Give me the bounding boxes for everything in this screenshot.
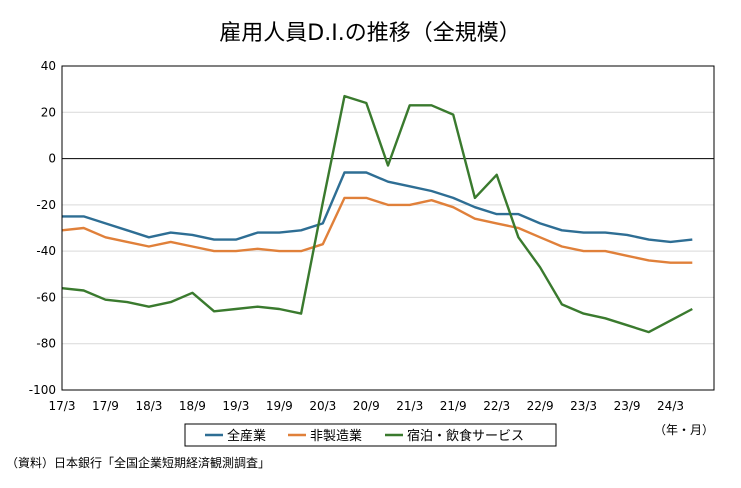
- x-tick-label: 19/3: [222, 399, 249, 413]
- legend-label-non-manufacturing: 非製造業: [310, 428, 362, 444]
- y-tick-label: -60: [36, 290, 56, 304]
- series-lines: [61, 94, 693, 334]
- y-tick-label: -100: [29, 383, 56, 397]
- series-line-1: [61, 196, 693, 264]
- x-tick-label: 18/3: [135, 399, 162, 413]
- x-axis-ticks: 17/3 17/9 18/3 18/9 19/3 19/9 20/3 20/9 21/3 21/9…: [49, 399, 684, 413]
- legend: 全産業 非製造業 宿泊・飲食サービス: [184, 423, 557, 447]
- x-tick-label: 23/9: [614, 399, 641, 413]
- source-note: （資料）日本銀行「全国企業短期経済観測調査」: [6, 455, 270, 470]
- x-tick-label: 21/9: [440, 399, 467, 413]
- legend-label-accommodation-food: 宿泊・飲食サービス: [407, 428, 524, 444]
- x-tick-label: 24/3: [657, 399, 684, 413]
- x-tick-label: 18/9: [179, 399, 206, 413]
- gridlines: [62, 111, 714, 345]
- y-axis-ticks: 40 20 0 -20 -40 -60 -80 -100: [29, 59, 56, 397]
- legend-box: [184, 423, 557, 447]
- y-tick-label: -40: [36, 244, 56, 258]
- x-tick-label: 22/3: [483, 399, 510, 413]
- x-tick-label: 22/9: [527, 399, 554, 413]
- x-tick-label: 20/3: [309, 399, 336, 413]
- x-tick-label: 23/3: [570, 399, 597, 413]
- x-tick-label: 20/9: [353, 399, 380, 413]
- y-tick-label: -80: [36, 337, 56, 351]
- y-tick-label: 20: [41, 105, 56, 119]
- y-tick-label: -20: [36, 198, 56, 212]
- x-tick-label: 21/3: [396, 399, 423, 413]
- x-axis-unit: （年・月）: [654, 423, 714, 437]
- y-tick-label: 0: [48, 152, 56, 166]
- x-tick-label: 17/3: [49, 399, 76, 413]
- x-tick-label: 17/9: [92, 399, 119, 413]
- series-line-0: [62, 171, 693, 244]
- x-tick-label: 19/9: [266, 399, 293, 413]
- plot-area-border: [61, 65, 715, 391]
- chart-title: 雇用人員D.I.の推移（全規模）: [219, 21, 520, 46]
- legend-label-all-industries: 全産業: [227, 428, 266, 444]
- series-line-2: [61, 94, 693, 334]
- y-tick-label: 40: [41, 59, 56, 73]
